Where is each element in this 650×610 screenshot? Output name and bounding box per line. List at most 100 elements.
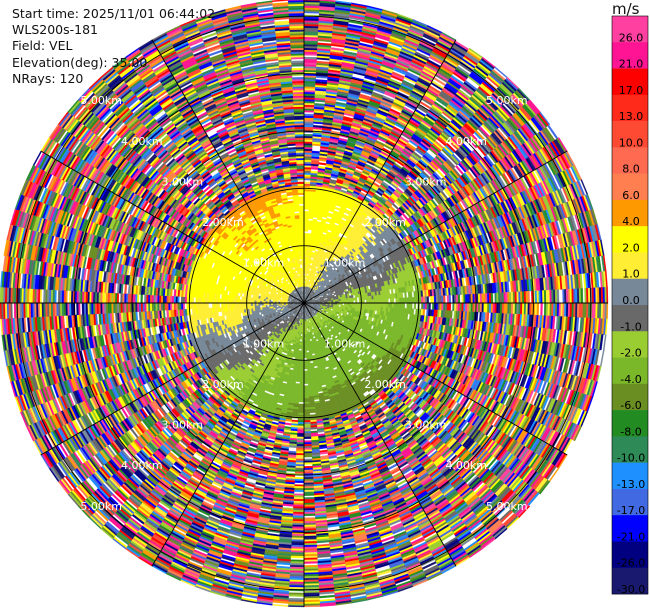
range-gate: [303, 196, 310, 199]
range-gate: [397, 302, 400, 309]
range-gate: [303, 211, 309, 214]
range-gate: [304, 293, 306, 296]
range-gate: [556, 289, 560, 304]
range-gate: [426, 296, 429, 304]
range-gate: [342, 298, 345, 302]
range-gate: [413, 296, 417, 304]
range-gate: [303, 234, 308, 238]
range-gate: [303, 198, 310, 201]
range-gate: [303, 113, 315, 117]
range-gate: [346, 293, 350, 297]
range-gates: [0, 0, 609, 608]
range-gate: [303, 0, 321, 1]
range-gate: [373, 302, 376, 307]
range-gate: [303, 236, 308, 240]
range-gate: [303, 223, 309, 227]
range-gate: [424, 302, 428, 310]
range-gate: [400, 302, 404, 309]
range-gate: [305, 260, 309, 264]
range-gate: [389, 302, 393, 308]
range-gate: [303, 242, 308, 245]
range-gate: [380, 239, 386, 245]
range-gate: [303, 229, 309, 232]
range-gate: [527, 291, 530, 304]
range-gate: [350, 295, 354, 299]
range-gate: [303, 240, 308, 243]
range-gate: [308, 220, 313, 223]
range-gate: [303, 200, 310, 203]
range-gate: [404, 292, 407, 298]
range-gate: [422, 296, 426, 304]
range-gate: [402, 302, 406, 309]
range-gate: [448, 302, 451, 311]
range-gate: [384, 298, 387, 304]
range-gate: [303, 238, 308, 241]
range-gate: [303, 56, 318, 60]
range-gate: [390, 288, 394, 294]
range-gate: [342, 304, 345, 308]
range-gate: [369, 299, 373, 304]
range-gate: [343, 298, 347, 302]
range-gate: [408, 297, 411, 304]
range-gate: [307, 233, 312, 236]
range-gate: [303, 212, 309, 216]
range-gate: [366, 299, 369, 304]
range-gate: [303, 203, 310, 207]
range-gate: [354, 297, 358, 301]
range-gate: [378, 302, 382, 308]
range-gate: [411, 308, 415, 315]
range-gate: [406, 302, 409, 309]
range-gate: [395, 302, 398, 309]
range-gate: [421, 296, 424, 304]
range-gate: [303, 218, 309, 221]
range-gate: [371, 299, 374, 304]
range-gate: [415, 296, 418, 304]
range-gate: [303, 194, 310, 197]
range-gate: [338, 298, 341, 302]
range-gate: [448, 295, 451, 304]
range-gate: [305, 264, 309, 267]
range-gate: [395, 297, 398, 304]
range-gate: [375, 302, 378, 308]
range-gate: [303, 133, 313, 137]
range-gate: [380, 302, 384, 308]
range-gate: [305, 273, 308, 276]
range-gate: [369, 302, 373, 307]
range-gate: [386, 298, 389, 304]
range-gate: [400, 292, 404, 299]
range-gate: [411, 297, 415, 304]
range-gate: [378, 298, 382, 304]
range-gate: [409, 291, 413, 298]
range-gate: [303, 225, 309, 229]
range-gate: [303, 181, 311, 185]
range-gate: [305, 284, 308, 287]
range-gate: [389, 298, 393, 304]
range-gate: [303, 176, 311, 179]
range-gate: [303, 190, 311, 194]
range-gate: [334, 206, 341, 211]
range-gate: [457, 294, 461, 304]
range-gate: [303, 205, 310, 208]
range-gate: [336, 299, 339, 302]
range-gate: [430, 296, 433, 304]
range-gate: [340, 304, 343, 308]
range-gate: [303, 214, 309, 218]
range-gate: [388, 302, 391, 308]
range-gate: [303, 227, 309, 230]
range-gate: [362, 302, 365, 307]
range-gate: [422, 309, 426, 316]
range-gate: [406, 297, 409, 304]
range-gate: [404, 297, 407, 304]
range-gate: [606, 286, 609, 304]
range-gate: [421, 302, 424, 310]
range-gate: [402, 297, 406, 304]
range-gate: [303, 222, 309, 225]
range-gate: [303, 178, 311, 181]
range-gate: [386, 302, 389, 308]
range-gate: [371, 302, 374, 307]
range-gate: [303, 189, 311, 192]
range-gate: [318, 162, 327, 166]
range-gate: [428, 302, 431, 310]
range-gate: [408, 302, 411, 309]
range-gate: [312, 218, 318, 222]
